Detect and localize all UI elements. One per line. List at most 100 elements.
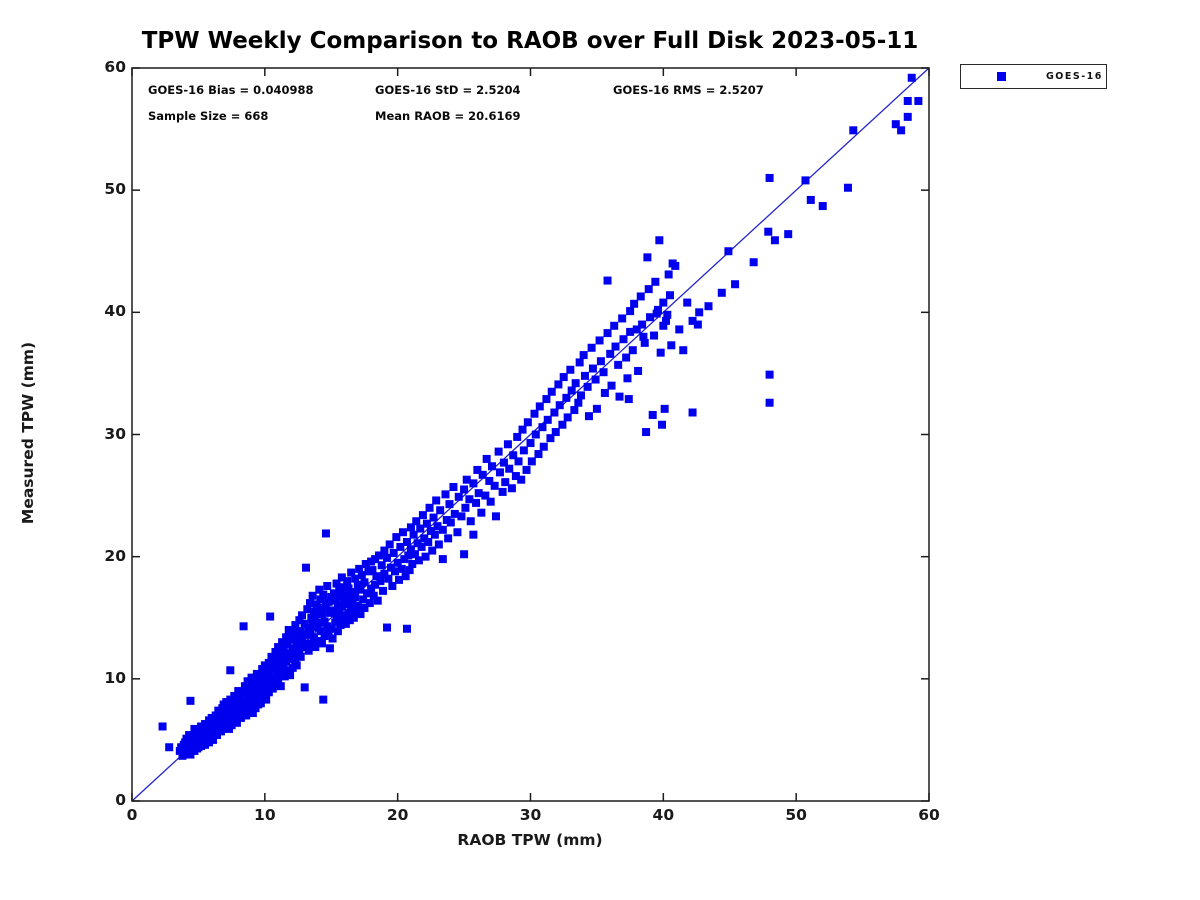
x-tick-label: 60 [918, 806, 940, 824]
scatter-point [554, 380, 563, 389]
scatter-point [291, 621, 300, 630]
scatter-point [567, 386, 576, 395]
scatter-point [321, 529, 330, 538]
scatter-point [526, 439, 535, 448]
scatter-point [394, 575, 403, 584]
scatter-point [284, 625, 293, 634]
scatter-point [494, 447, 503, 456]
scatter-point [300, 683, 309, 692]
scatter-point [539, 442, 548, 451]
scatter-point [336, 621, 345, 630]
scatter-point [282, 633, 291, 642]
scatter-point [538, 423, 547, 432]
scatter-point [230, 691, 239, 700]
legend-box: GOES-16 [960, 64, 1107, 89]
scatter-point [688, 316, 697, 325]
x-tick-label: 10 [254, 806, 276, 824]
scatter-point [319, 695, 328, 704]
scatter-point [359, 595, 368, 604]
scatter-point [651, 277, 660, 286]
scatter-point [396, 542, 405, 551]
scatter-point [379, 586, 388, 595]
scatter-point [450, 509, 459, 518]
scatter-point [324, 597, 333, 606]
scatter-point [622, 353, 631, 362]
scatter-point [558, 420, 567, 429]
scatter-point [765, 173, 774, 182]
scatter-point [642, 428, 651, 437]
scatter-point [675, 325, 684, 334]
scatter-point [308, 591, 317, 600]
scatter-point [478, 470, 487, 479]
scatter-point [579, 351, 588, 360]
scatter-point [280, 672, 289, 681]
stat-sample-size-text: Sample Size = 668 [148, 109, 269, 123]
scatter-point [259, 672, 268, 681]
scatter-point [477, 508, 486, 517]
scatter-point [186, 696, 195, 705]
scatter-point [592, 404, 601, 413]
scatter-point [283, 666, 292, 675]
scatter-point [628, 346, 637, 355]
scatter-point [507, 484, 516, 493]
scatter-point [363, 589, 372, 598]
scatter-point [328, 634, 337, 643]
scatter-point [315, 618, 324, 627]
scatter-point [300, 619, 309, 628]
scatter-point [454, 492, 463, 501]
scatter-point [252, 669, 261, 678]
scatter-point [527, 457, 536, 466]
scatter-point [291, 656, 300, 665]
x-tick-label: 20 [386, 806, 409, 824]
scatter-point [433, 522, 442, 531]
scatter-point [472, 498, 481, 507]
y-axis-label: Measured TPW (mm) [19, 341, 37, 525]
scatter-point [646, 313, 655, 322]
scatter-point [380, 569, 389, 578]
scatter-point [351, 592, 360, 601]
scatter-point [412, 517, 421, 526]
scatter-point [595, 336, 604, 345]
scatter-point [408, 559, 417, 568]
scatter-point [634, 366, 643, 375]
scatter-point [392, 533, 401, 542]
scatter-point [619, 335, 628, 344]
scatter-point [264, 658, 273, 667]
scatter-point [328, 606, 337, 615]
scatter-point [349, 613, 358, 622]
scatter-point [329, 589, 338, 598]
scatter-point [428, 546, 437, 555]
scatter-point [406, 545, 415, 554]
scatter-point [353, 580, 362, 589]
scatter-point [317, 639, 326, 648]
scatter-point [903, 96, 912, 105]
scatter-point [438, 525, 447, 534]
scatter-point [292, 661, 301, 670]
scatter-point [546, 434, 555, 443]
scatter-point [384, 574, 393, 583]
scatter-point [410, 550, 419, 559]
scatter-point [584, 412, 593, 421]
scatter-point [286, 671, 295, 680]
scatter-point [632, 325, 641, 334]
scatter-point [630, 299, 639, 308]
scatter-point [337, 602, 346, 611]
scatter-point [388, 581, 397, 590]
scatter-point [361, 559, 370, 568]
scatter-point [731, 280, 740, 289]
scatter-point [434, 540, 443, 549]
scatter-point [158, 722, 167, 731]
scatter-point [331, 596, 340, 605]
legend-marker-square-icon [997, 72, 1006, 81]
scatter-point [749, 258, 758, 267]
scatter-point [385, 540, 394, 549]
scatter-point [600, 388, 609, 397]
scatter-point [542, 395, 551, 404]
scatter-point [319, 590, 328, 599]
scatter-point [644, 285, 653, 294]
scatter-point [303, 605, 312, 614]
scatter-point [263, 667, 272, 676]
scatter-point [331, 618, 340, 627]
scatter-point [353, 601, 362, 610]
scatter-point [555, 401, 564, 410]
